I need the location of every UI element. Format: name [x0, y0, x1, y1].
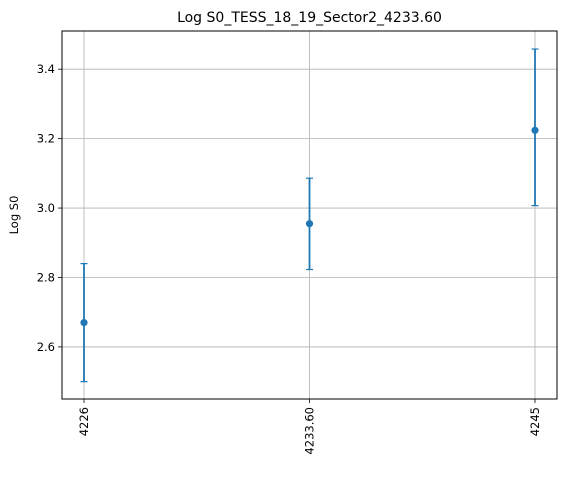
data-point: [80, 319, 88, 327]
y-tick-label: 3.2: [37, 132, 55, 146]
data-layer: [80, 48, 539, 383]
x-tick-label: 4226: [77, 407, 91, 436]
y-tick-label: 2.6: [37, 340, 55, 354]
y-tick-label: 2.8: [37, 270, 55, 284]
data-point: [531, 126, 539, 134]
y-tick-label: 3.0: [37, 201, 55, 215]
chart-title: Log S0_TESS_18_19_Sector2_4233.60: [177, 10, 442, 26]
x-tick-label: 4245: [528, 407, 542, 436]
y-tick-label: 3.4: [37, 62, 55, 76]
y-axis-label: Log S0: [7, 196, 21, 235]
x-tick-label: 4233.60: [303, 407, 317, 455]
ticks-layer: 2.6 2.8 3.0 3.2 3.4 4226 4233.60 4245: [37, 62, 542, 454]
data-point: [305, 220, 314, 228]
